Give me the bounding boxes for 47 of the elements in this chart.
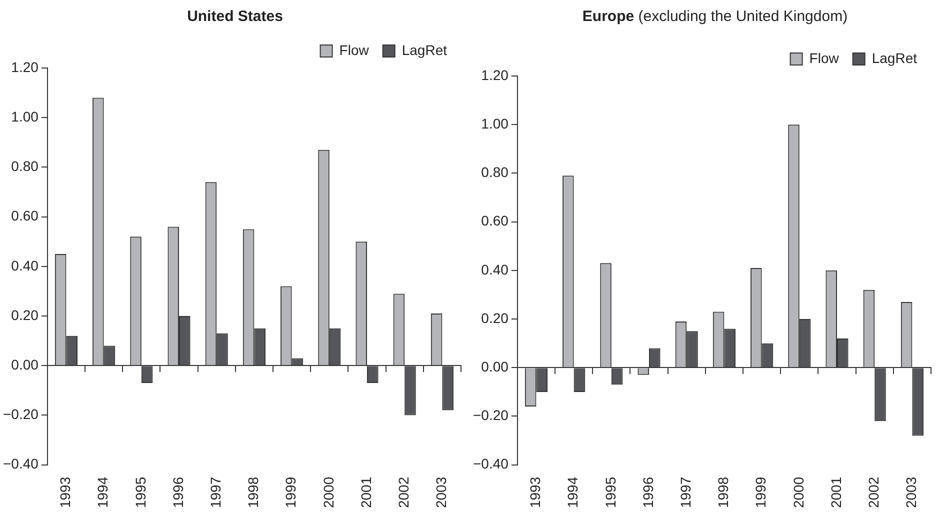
x-tick-label: 1997 (207, 476, 224, 508)
chart-title: United States (187, 8, 283, 25)
legend-label: Flow (339, 42, 370, 58)
x-tick-label: 1995 (602, 476, 618, 508)
y-tick-label: 0.60 (481, 212, 509, 229)
y-tick-label: −0.40 (2, 456, 39, 472)
y-tick-label: 0.20 (481, 310, 509, 326)
y-tick-label: 0.00 (11, 356, 39, 372)
y-tick-label: 1.20 (481, 66, 509, 83)
x-tick-label: 2002 (865, 476, 882, 508)
y-tick-label: 0.80 (481, 164, 509, 180)
y-tick-label: −0.40 (472, 456, 509, 472)
y-tick-label: 0.00 (481, 358, 509, 374)
y-tick-label: −0.20 (2, 406, 39, 422)
x-tick-label: 2001 (828, 476, 844, 508)
y-tick-label: 0.40 (11, 257, 39, 274)
y-tick-label: 0.20 (11, 306, 39, 323)
x-tick-label: 1996 (640, 476, 656, 508)
x-tick-label: 1994 (564, 476, 581, 508)
legend-label: LagRet (872, 50, 918, 66)
chart-title: Europe (582, 8, 634, 25)
x-tick-label: 1993 (527, 476, 544, 508)
x-tick-label: 1998 (715, 476, 732, 508)
x-tick-label: 1994 (94, 476, 111, 508)
x-tick-label: 1999 (752, 476, 769, 508)
x-tick-label: 1993 (57, 476, 74, 508)
chart-subtitle: (excluding the United Kingdom) (637, 8, 848, 25)
x-tick-label: 1998 (245, 476, 262, 508)
y-tick-label: 1.00 (481, 115, 509, 132)
y-tick-label: 1.00 (11, 108, 39, 124)
legend-label: LagRet (402, 42, 448, 58)
x-tick-label: 1996 (170, 476, 186, 508)
x-tick-label: 1999 (282, 476, 299, 508)
x-tick-label: 2003 (903, 476, 920, 508)
x-tick-label: 2000 (320, 476, 336, 508)
x-tick-label: 2000 (790, 476, 806, 508)
y-tick-label: 0.80 (11, 158, 39, 174)
y-tick-label: 1.20 (11, 58, 39, 75)
y-tick-label: −0.20 (472, 407, 509, 424)
y-tick-label: 0.60 (11, 208, 39, 224)
x-tick-label: 2001 (358, 476, 374, 508)
legend-label: Flow (809, 50, 840, 66)
x-tick-label: 2002 (395, 476, 412, 508)
x-tick-label: 1995 (132, 476, 148, 508)
x-tick-label: 2003 (433, 476, 450, 508)
x-tick-label: 1997 (677, 476, 694, 508)
y-tick-label: 0.40 (481, 261, 509, 278)
